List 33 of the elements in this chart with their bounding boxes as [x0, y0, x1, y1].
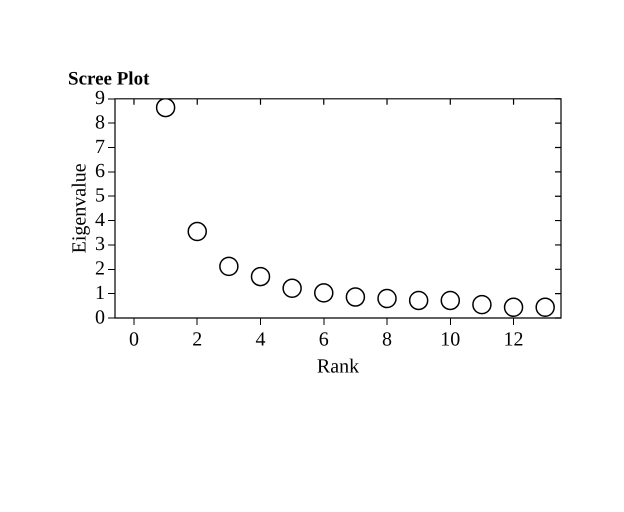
x-tick-label: 6: [318, 328, 329, 350]
point: [440, 290, 460, 310]
point: [504, 298, 524, 318]
x-tick-label: 10: [440, 328, 460, 350]
y-tick-label: 1: [95, 282, 105, 304]
y-tick-label: 4: [95, 208, 105, 231]
point: [219, 256, 239, 276]
chart-title: Scree Plot: [68, 68, 150, 90]
point: [156, 98, 176, 118]
point: [472, 294, 492, 314]
point: [187, 222, 207, 242]
point: [377, 288, 397, 308]
x-tick-label: 12: [504, 328, 524, 350]
point: [346, 287, 366, 307]
point: [408, 290, 428, 310]
point: [314, 283, 334, 303]
point: [250, 266, 270, 286]
point: [535, 298, 555, 318]
y-tick-label: 6: [95, 160, 105, 182]
x-tick-label: 2: [192, 328, 202, 350]
y-tick-label: 8: [95, 111, 105, 134]
y-tick-label: 3: [95, 233, 105, 256]
y-tick-label: 5: [95, 184, 105, 206]
x-axis-title: Rank: [316, 355, 360, 378]
point: [282, 278, 302, 298]
y-tick-label: 9: [95, 87, 105, 110]
x-tick-label: 8: [382, 328, 392, 350]
x-tick-label: 0: [128, 328, 139, 350]
x-tick-label: 4: [256, 328, 266, 350]
y-tick-label: 0: [95, 306, 105, 328]
y-tick-label: 7: [95, 136, 105, 158]
y-axis-title: Eigenvalue: [68, 163, 90, 254]
y-tick-label: 2: [95, 258, 105, 280]
